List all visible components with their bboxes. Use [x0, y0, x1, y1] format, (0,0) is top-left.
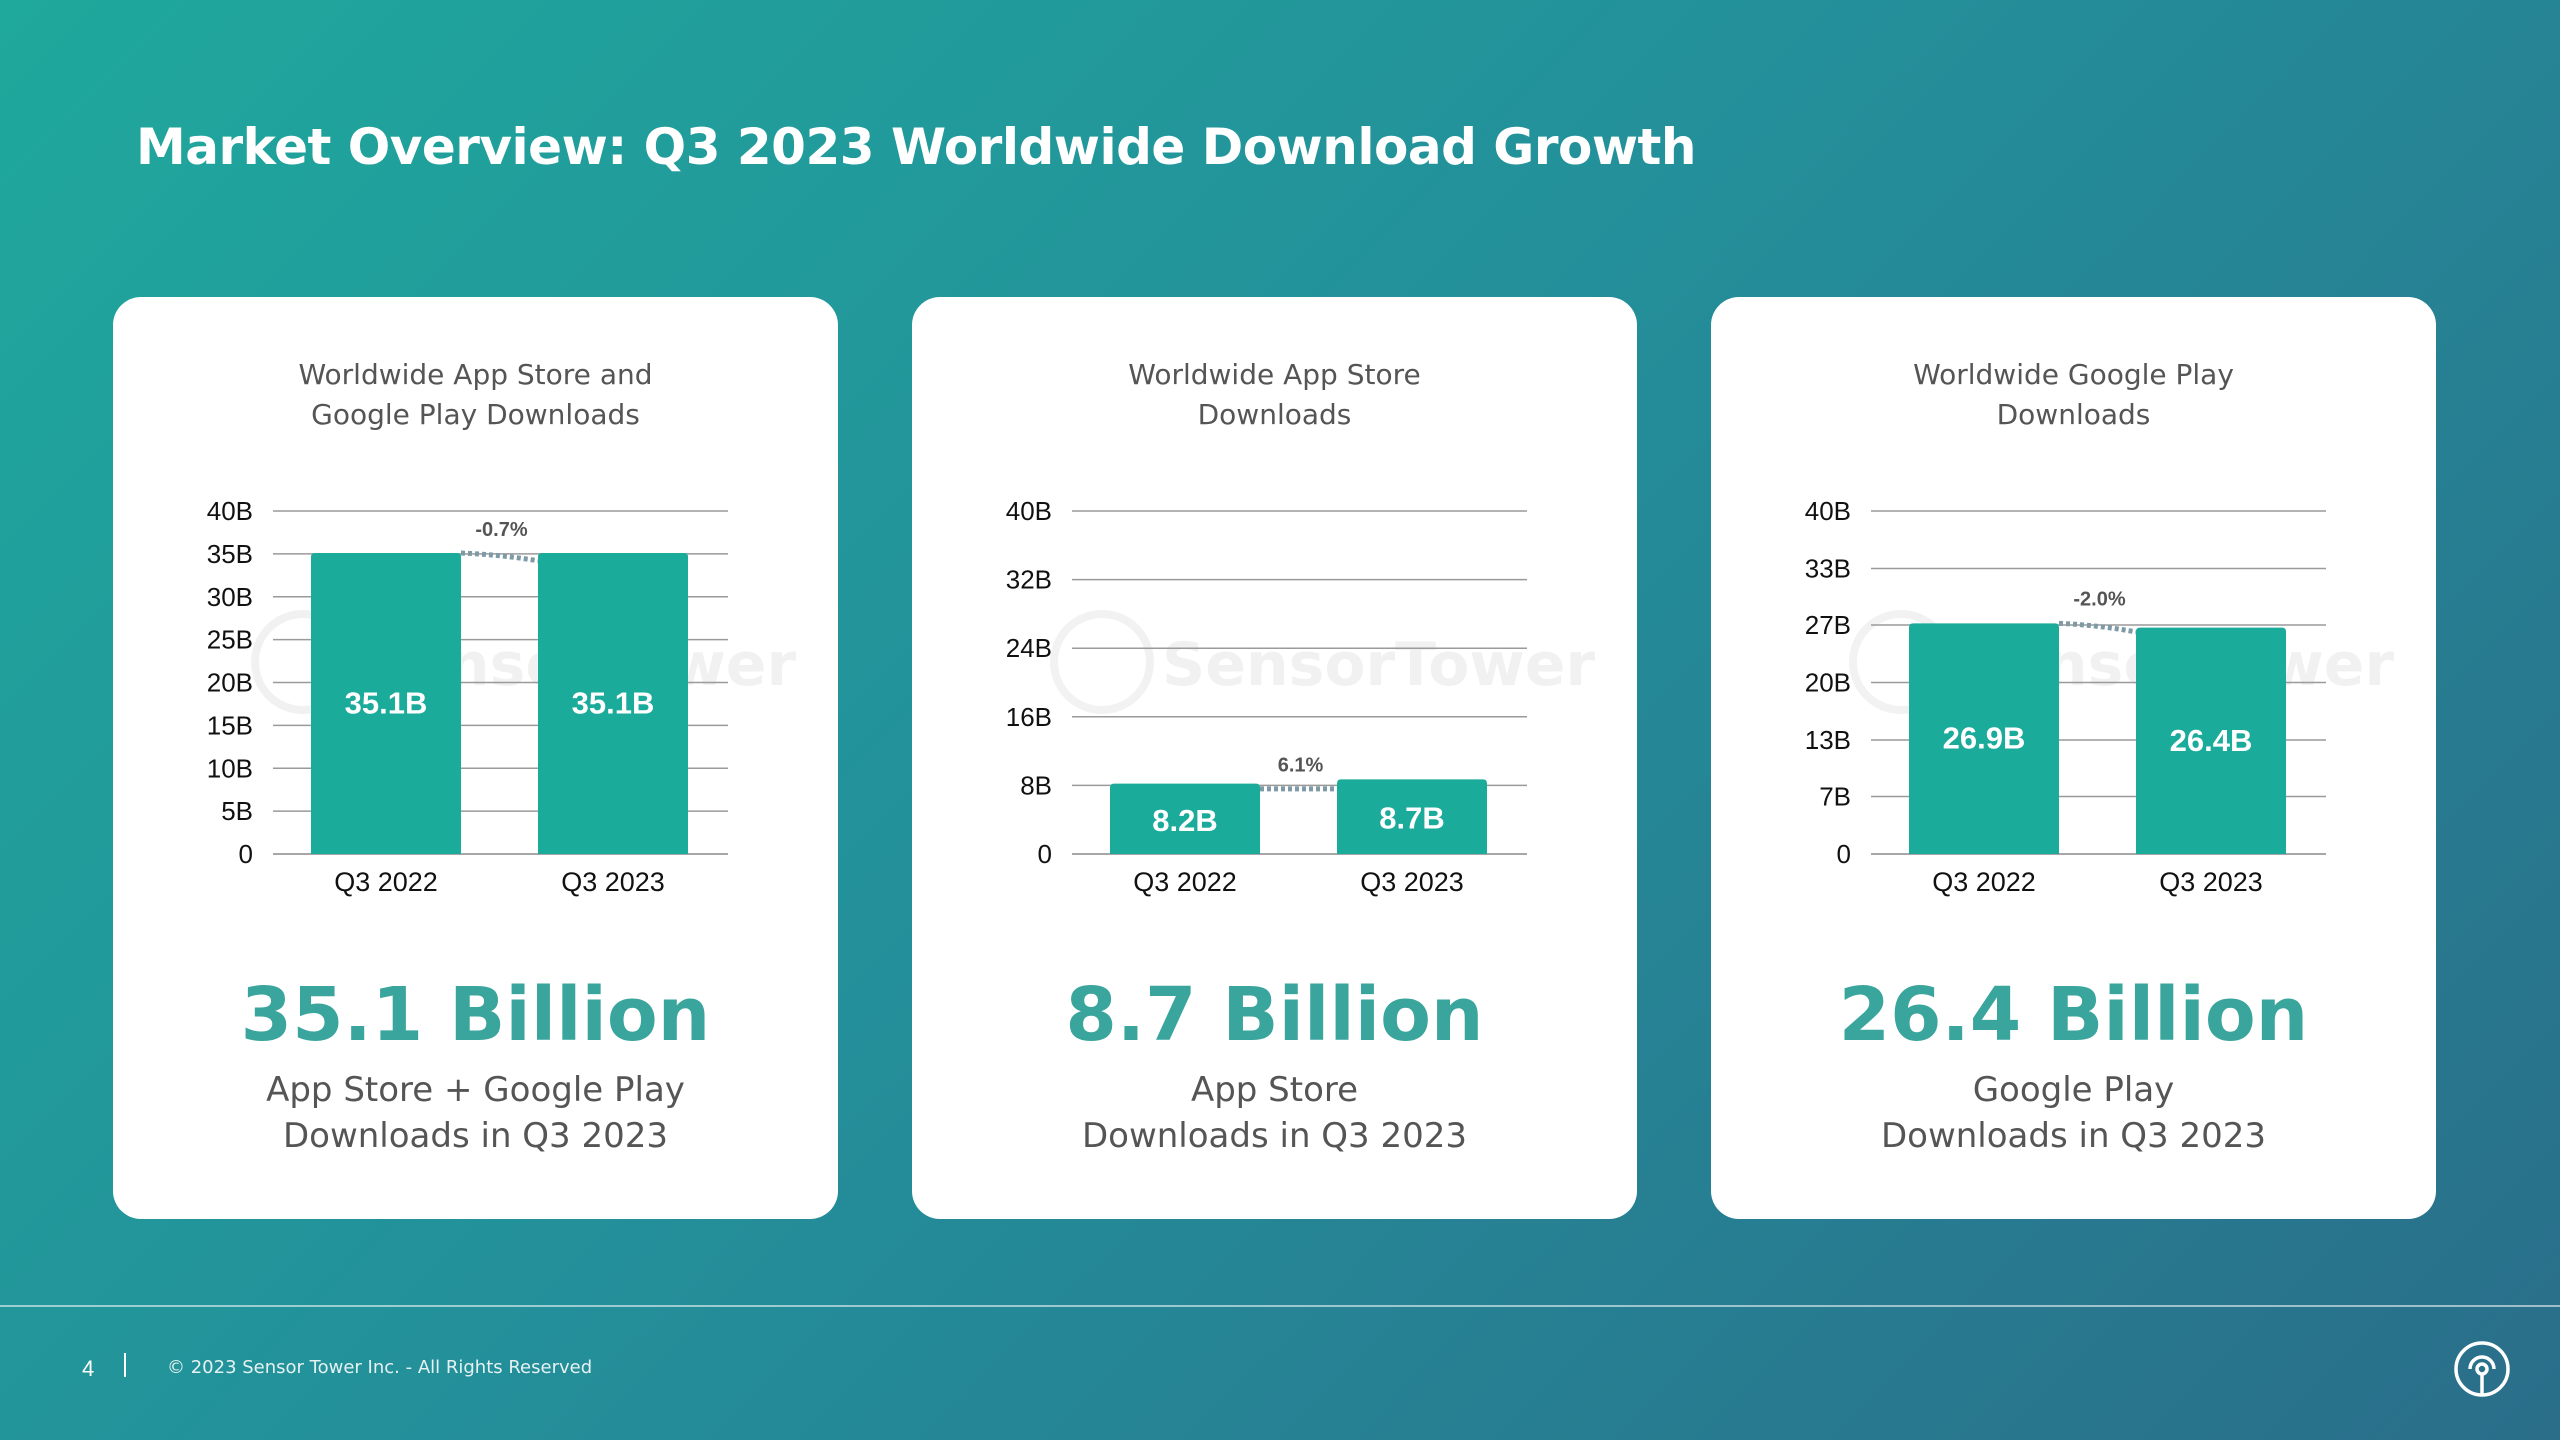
change-label: -2.0%	[2073, 588, 2125, 610]
y-tick-label: 7B	[1819, 782, 1851, 812]
card-caption: App Store Downloads in Q3 2023	[912, 1067, 1637, 1159]
card-title: Worldwide App Store and Google Play Down…	[113, 355, 838, 435]
watermark-logo-icon	[1050, 610, 1154, 714]
bar-chart-app-store: SensorTower 0 8B 16B 24B 32B 40B 8.2B Q3 2022 8.7…	[1006, 496, 1596, 897]
y-tick-label: 16B	[1006, 702, 1052, 732]
card-caption: App Store + Google Play Downloads in Q3 …	[113, 1067, 838, 1159]
caption-line-2: Downloads in Q3 2023	[1081, 1116, 1468, 1156]
card-title-line-2: Downloads	[1197, 398, 1352, 431]
change-label: -0.7%	[475, 519, 527, 541]
data-label: 8.2B	[1152, 803, 1217, 838]
card-title: Worldwide Google Play Downloads	[1711, 355, 2436, 435]
y-tick-label: 33B	[1805, 553, 1851, 583]
y-tick-label: 25B	[207, 625, 253, 655]
change-connector	[2058, 620, 2137, 635]
y-tick-label: 40B	[1006, 496, 1052, 526]
caption-line-1: App Store	[1190, 1070, 1359, 1110]
big-number: 35.1 Billion	[240, 972, 711, 1058]
data-label: 8.7B	[1379, 801, 1444, 836]
y-tick-label: 30B	[207, 582, 253, 612]
card-title-line-2: Google Play Downloads	[311, 398, 640, 431]
caption-line-2: Downloads in Q3 2023	[282, 1116, 669, 1156]
change-label: 6.1%	[1278, 755, 1324, 777]
y-tick-label: 0	[239, 839, 253, 869]
card-total-downloads: Worldwide App Store and Google Play Down…	[113, 297, 838, 1219]
footer-separator	[124, 1353, 126, 1377]
big-number: 26.4 Billion	[1838, 972, 2309, 1058]
data-label: 26.4B	[2170, 723, 2253, 758]
x-tick-label: Q3 2022	[1932, 867, 2036, 897]
card-title-line-2: Downloads	[1996, 398, 2151, 431]
y-tick-label: 32B	[1006, 565, 1052, 595]
bar	[311, 553, 461, 854]
sensor-tower-logo-icon	[2454, 1341, 2510, 1397]
y-tick-label: 24B	[1006, 633, 1052, 663]
y-tick-label: 40B	[207, 496, 253, 526]
bar	[2136, 627, 2286, 854]
data-label: 26.9B	[1943, 721, 2026, 756]
footer-divider	[0, 1305, 2560, 1307]
card-title-line-1: Worldwide Google Play	[1913, 358, 2234, 391]
x-tick-label: Q3 2023	[1360, 867, 1464, 897]
page-number: 4	[82, 1356, 95, 1381]
x-tick-label: Q3 2022	[334, 867, 438, 897]
data-label: 35.1B	[572, 686, 655, 721]
bar	[1909, 623, 2059, 854]
change-connector	[460, 550, 539, 564]
watermark: SensorTower	[1050, 610, 1595, 714]
y-tick-label: 20B	[207, 668, 253, 698]
page-title: Market Overview: Q3 2023 Worldwide Downl…	[136, 118, 1697, 176]
card-app-store-downloads: Worldwide App Store Downloads SensorTowe…	[912, 297, 1637, 1219]
copyright-text: © 2023 Sensor Tower Inc. - All Rights Re…	[167, 1357, 593, 1378]
bar	[538, 553, 688, 854]
card-caption: Google Play Downloads in Q3 2023	[1711, 1067, 2436, 1159]
bar	[1337, 779, 1487, 854]
y-tick-label: 13B	[1805, 725, 1851, 755]
x-tick-label: Q3 2023	[2159, 867, 2263, 897]
data-label: 35.1B	[345, 686, 428, 721]
bar	[1110, 783, 1260, 854]
big-number: 8.7 Billion	[1065, 972, 1484, 1058]
y-tick-label: 15B	[207, 710, 253, 740]
y-tick-label: 0	[1837, 839, 1851, 869]
y-tick-label: 5B	[221, 796, 253, 826]
y-tick-label: 0	[1038, 839, 1052, 869]
card-title-line-1: Worldwide App Store	[1128, 358, 1421, 391]
card-title: Worldwide App Store Downloads	[912, 355, 1637, 435]
card-title-line-1: Worldwide App Store and	[298, 358, 653, 391]
bar-chart-total: SensorTower05B10B15B20B25B30B35B40B35.1B…	[207, 496, 797, 897]
y-tick-label: 40B	[1805, 496, 1851, 526]
y-tick-label: 35B	[207, 539, 253, 569]
y-tick-label: 10B	[207, 753, 253, 783]
y-tick-label: 8B	[1020, 770, 1052, 800]
y-tick-label: 27B	[1805, 610, 1851, 640]
x-tick-label: Q3 2022	[1133, 867, 1237, 897]
watermark-text: SensorTower	[1162, 630, 1595, 700]
caption-line-2: Downloads in Q3 2023	[1880, 1116, 2267, 1156]
caption-line-1: Google Play	[1972, 1070, 2175, 1110]
y-tick-label: 20B	[1805, 668, 1851, 698]
x-tick-label: Q3 2023	[561, 867, 665, 897]
caption-line-1: App Store + Google Play	[266, 1070, 685, 1110]
card-google-play-downloads: Worldwide Google Play Downloads SensorTo…	[1711, 297, 2436, 1219]
